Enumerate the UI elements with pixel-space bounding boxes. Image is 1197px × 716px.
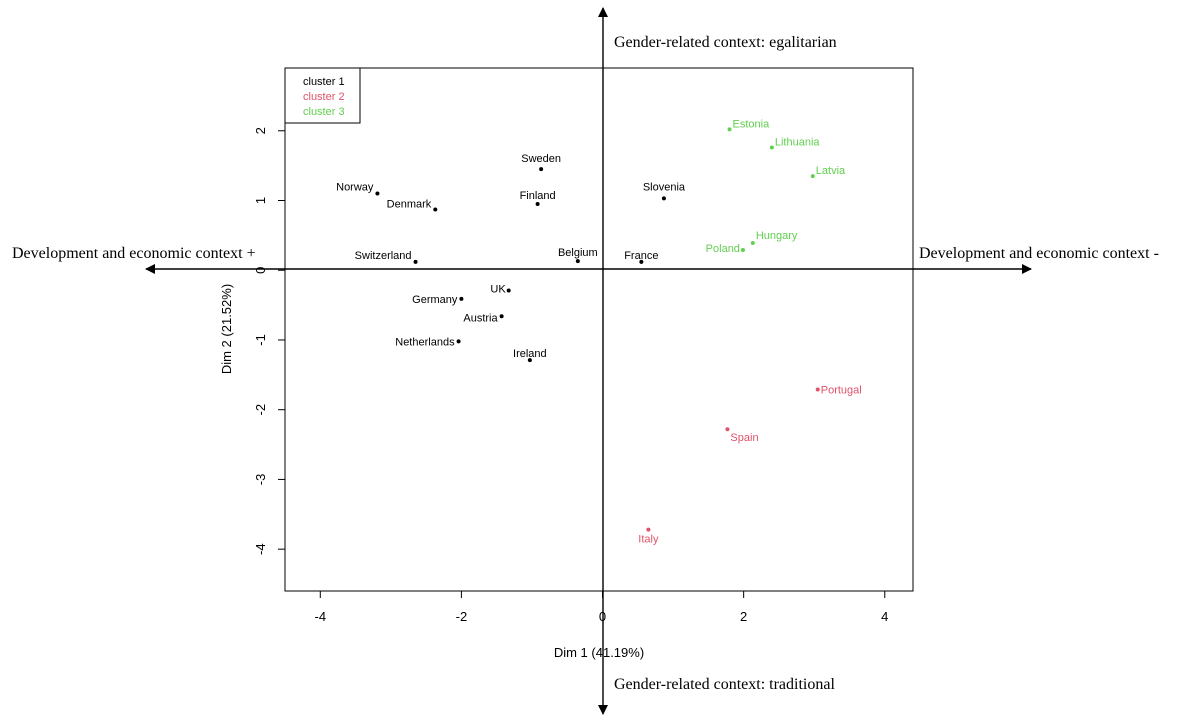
point-label-switzerland: Switzerland	[355, 250, 412, 262]
point-spain	[725, 427, 730, 432]
point-poland	[740, 248, 745, 253]
point-label-slovenia: Slovenia	[643, 181, 686, 193]
y-tick-label: 0	[253, 267, 268, 274]
point-label-denmark: Denmark	[387, 199, 432, 211]
point-label-latvia: Latvia	[816, 165, 846, 177]
legend-entry-cluster-1: cluster 1	[303, 76, 345, 88]
point-italy	[646, 527, 651, 532]
annotation-bottom: Gender-related context: traditional	[614, 676, 835, 693]
point-switzerland	[413, 259, 418, 264]
point-slovenia	[661, 196, 666, 201]
legend-box	[284, 67, 361, 124]
point-label-austria: Austria	[463, 312, 498, 324]
y-tick-label: 2	[253, 127, 268, 134]
point-france	[639, 259, 644, 264]
point-estonia	[727, 127, 732, 132]
point-label-netherlands: Netherlands	[395, 336, 455, 348]
point-label-ireland: Ireland	[513, 348, 547, 360]
point-netherlands	[456, 339, 461, 344]
point-label-portugal: Portugal	[821, 384, 862, 396]
point-label-germany: Germany	[412, 294, 458, 306]
y-tick-label: -4	[253, 543, 268, 555]
y-tick-label: -2	[253, 404, 268, 416]
annotation-left: Development and economic context +	[12, 245, 256, 262]
x-tick-label: 0	[599, 609, 606, 624]
point-belgium	[575, 259, 580, 264]
legend-entry-cluster-3: cluster 3	[303, 106, 345, 118]
annotation-right: Development and economic context -	[919, 245, 1159, 262]
point-label-spain: Spain	[730, 432, 758, 444]
point-norway	[375, 191, 380, 196]
point-label-sweden: Sweden	[521, 153, 561, 165]
point-lithuania	[769, 145, 774, 150]
point-hungary	[750, 241, 755, 246]
y-tick-label: -3	[253, 474, 268, 486]
point-latvia	[810, 174, 815, 179]
x-tick-label: -2	[456, 609, 468, 624]
x-tick-label: -4	[314, 609, 326, 624]
point-label-estonia: Estonia	[733, 118, 771, 130]
legend: cluster 1 cluster 2 cluster 3	[284, 67, 361, 124]
y-tick-label: -1	[253, 334, 268, 346]
points-layer: Norway Denmark Sweden Finland Slovenia Switze…	[336, 118, 862, 545]
point-label-finland: Finland	[520, 190, 556, 202]
x-axis-ticks: -4 -2 0 2 4	[314, 591, 888, 624]
point-label-poland: Poland	[706, 243, 740, 255]
legend-entry-cluster-2: cluster 2	[303, 91, 345, 103]
point-label-lithuania: Lithuania	[775, 136, 821, 148]
point-label-belgium: Belgium	[558, 247, 598, 259]
point-label-france: France	[624, 250, 658, 262]
point-denmark	[433, 207, 438, 212]
x-axis-label: Dim 1 (41.19%)	[554, 645, 644, 660]
point-sweden	[539, 167, 544, 172]
plot-frame	[284, 67, 914, 592]
point-austria	[499, 314, 504, 319]
point-label-italy: Italy	[638, 534, 659, 546]
y-axis-label: Dim 2 (21.52%)	[219, 284, 234, 374]
point-finland	[535, 201, 540, 206]
point-uk	[506, 288, 511, 293]
point-ireland	[527, 358, 532, 363]
y-axis-ticks: 2 1 0 -1 -2 -3 -4	[253, 127, 285, 555]
point-portugal	[815, 387, 820, 392]
point-label-uk: UK	[490, 283, 506, 295]
x-tick-label: 4	[881, 609, 888, 624]
y-tick-label: 1	[253, 197, 268, 204]
point-germany	[459, 296, 464, 301]
point-label-norway: Norway	[336, 182, 374, 194]
point-label-hungary: Hungary	[756, 230, 798, 242]
annotation-top: Gender-related context: egalitarian	[614, 34, 837, 51]
x-tick-label: 2	[740, 609, 747, 624]
